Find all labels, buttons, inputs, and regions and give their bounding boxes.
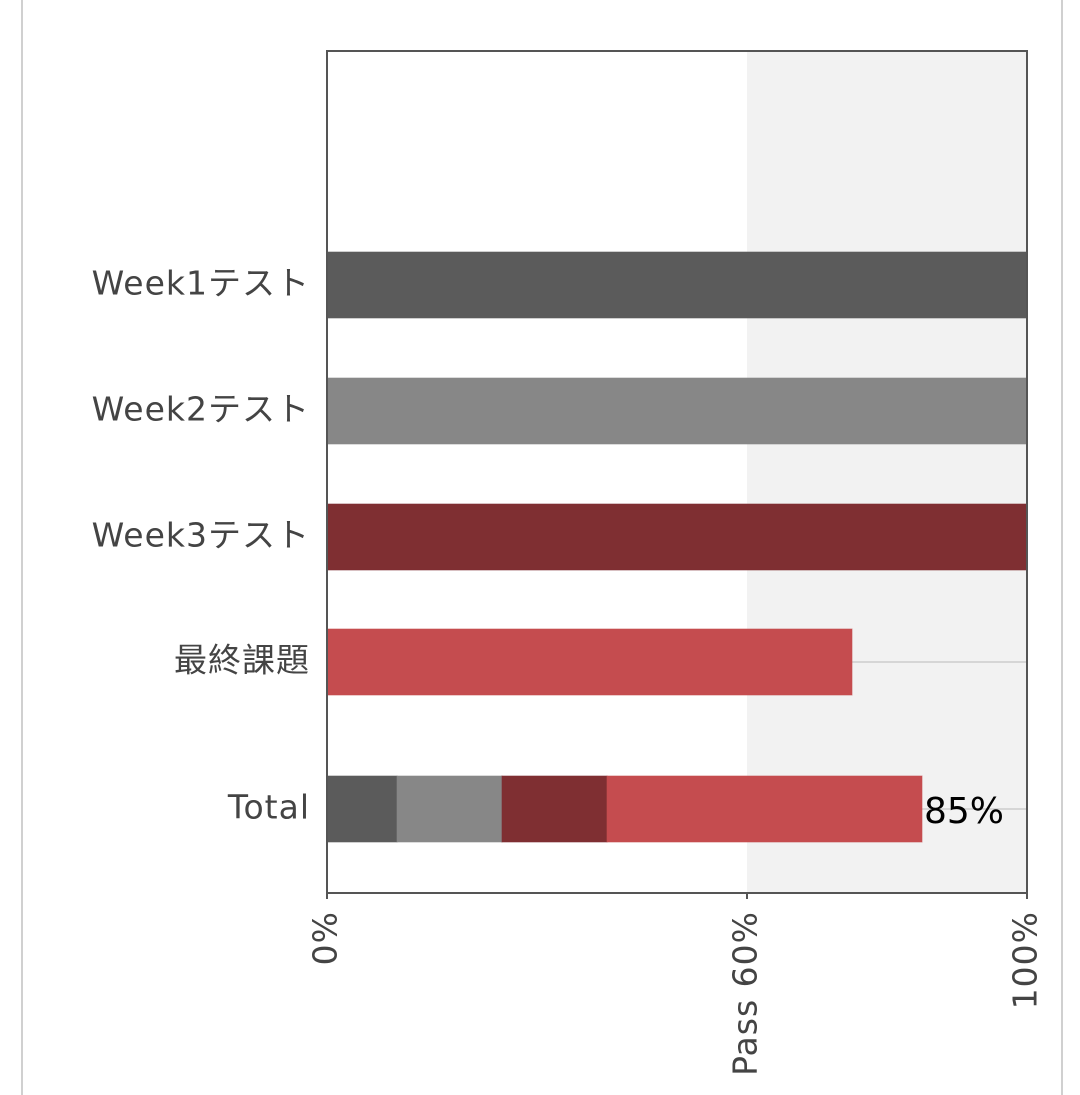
y-tick-label: Total — [227, 788, 310, 827]
y-tick-label: Week2テスト — [92, 390, 310, 429]
plot-frame — [326, 50, 1028, 894]
x-tick-label: Pass 60% — [726, 911, 765, 1076]
y-tick-label: Week3テスト — [92, 516, 310, 555]
bar-segment — [326, 503, 1028, 571]
y-tick-label: Week1テスト — [92, 264, 310, 303]
bar-segment — [606, 775, 923, 843]
x-tick-label: 100% — [1006, 911, 1045, 1009]
bar-segment — [501, 775, 608, 843]
total-label: 85% — [924, 791, 1004, 832]
bar-segment — [326, 251, 1028, 319]
pass-region — [747, 51, 1027, 893]
bar-segment — [326, 775, 398, 843]
y-tick-label: 最終課題 — [174, 641, 310, 680]
bar-segment — [326, 377, 1028, 445]
bar-segment — [326, 628, 853, 696]
x-tick-label: 0% — [306, 911, 345, 965]
bar-segment — [396, 775, 503, 843]
